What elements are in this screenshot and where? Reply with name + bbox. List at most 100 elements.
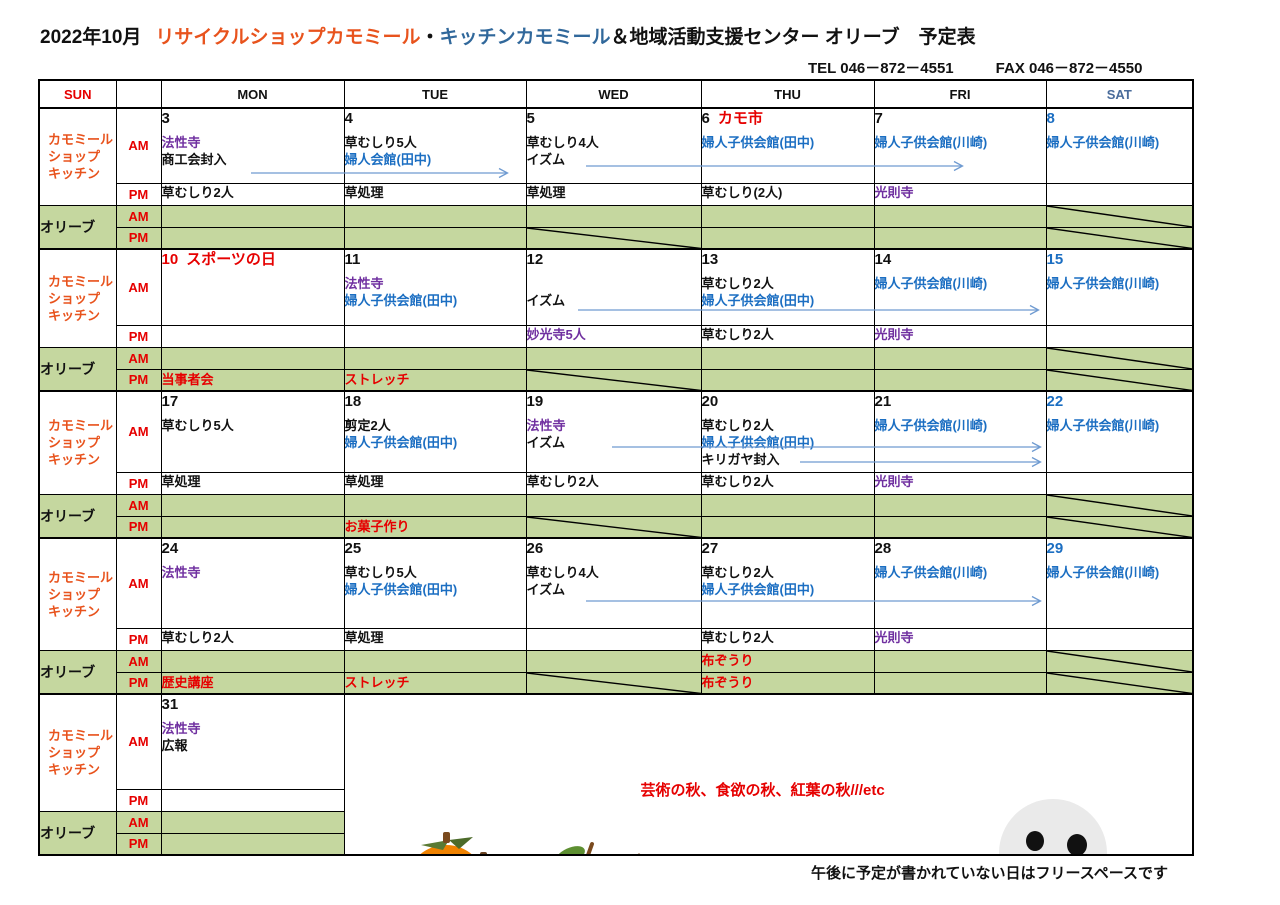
day-number-row: 5 <box>526 110 700 134</box>
day-cell: 27 草むしり2人 婦人子供会館(田中) <box>700 537 875 629</box>
week-pm-row: PM 妙光寺5人 草むしり2人 光則寺 <box>39 324 1194 348</box>
title-kitchen: キッチンカモミール <box>439 27 611 48</box>
day-number: 11 <box>344 251 361 268</box>
pm-label: PM <box>115 182 162 206</box>
event-text: 婦人子供会館(田中) <box>701 582 815 597</box>
day-cell: 21 婦人子供会館(川崎) <box>873 390 1047 473</box>
week-am-row: カモミール ショップ キッチン AM 31 法性寺 広報 芸術の秋、食欲の秋、紅葉の秋///… <box>38 693 1194 856</box>
day-number-row: 4 <box>344 110 525 134</box>
diagonal-strike-line <box>1047 673 1193 694</box>
am-label-text: AM <box>128 208 149 224</box>
decor-area: 芸術の秋、食欲の秋、紅葉の秋///etc <box>343 693 1194 856</box>
olive-row-label-text: オリーブ <box>40 507 96 524</box>
day-cell: 28 婦人子供会館(川崎) <box>873 537 1047 629</box>
day-number-row: 20 <box>702 393 873 417</box>
olive-cell <box>873 671 1047 695</box>
pm-label-text: PM <box>128 675 149 691</box>
footer-note: 午後に予定が書かれていない日はフリースペースです <box>810 865 1168 882</box>
event-text: 草むしり4人 <box>526 565 599 580</box>
autumn-message: 芸術の秋、食欲の秋、紅葉の秋///etc <box>640 781 885 799</box>
diagonal-strike-line <box>1047 370 1193 391</box>
day-number: 29 <box>1046 540 1064 557</box>
kamomile-label-line: カモミール <box>48 728 114 744</box>
olive-cell <box>525 649 702 673</box>
olive-cell <box>873 515 1047 539</box>
event-text: 草処理 <box>344 473 384 489</box>
olive-cell: 歴史講座 <box>160 671 345 695</box>
page-title: 2022年10月 リサイクルショップカモミール・キッチンカモミール＆地域活動支援セ… <box>40 22 976 49</box>
kamomile-row-label-text: カモミール ショップ キッチン <box>40 727 115 778</box>
am-label: AM <box>115 248 162 326</box>
event-text: 当事者会 <box>161 371 214 387</box>
kamomile-label-line: キッチン <box>48 603 101 619</box>
day-cell-pm: 妙光寺5人 <box>525 324 702 348</box>
olive-pm-label: PM <box>115 832 162 856</box>
olive-cell <box>700 368 875 392</box>
day-cell-pm: 草むしり2人 <box>160 182 345 206</box>
event-text: 婦人子供会館(川崎) <box>874 276 988 291</box>
day-number: 3 <box>161 110 170 127</box>
olive-am-row: オリーブ AM <box>38 493 1194 539</box>
olive-row-label-text: オリーブ <box>40 360 96 377</box>
day-number: 5 <box>526 110 535 127</box>
day-header-sun: SUN <box>38 79 117 109</box>
day-number: 14 <box>874 251 892 268</box>
day-number-row: 18 <box>345 393 525 417</box>
day-number: 4 <box>344 110 353 127</box>
kamomile-label-line: ショップ <box>48 149 101 165</box>
kamomile-label-line: キッチン <box>48 166 101 182</box>
event-text: 草処理 <box>161 473 201 489</box>
diagonal-strike-line <box>1047 517 1193 538</box>
title-recycle-shop: リサイクルショップカモミール <box>155 27 421 48</box>
event-text: 草むしり5人 <box>344 135 417 150</box>
pm-label-text: PM <box>128 372 149 388</box>
olive-cell: お菓子作り <box>343 515 527 539</box>
day-cell: 3 法性寺 商工会封入 <box>160 107 345 184</box>
day-number: 22 <box>1046 393 1064 410</box>
olive-cell <box>525 515 702 539</box>
day-header-thu: THU <box>700 79 875 109</box>
event-text: 草むしり5人 <box>344 565 417 580</box>
event-text: 草むしり5人 <box>161 418 234 433</box>
olive-am-label: AM <box>115 649 162 673</box>
pm-label-text: PM <box>128 631 149 647</box>
olive-cell <box>873 368 1047 392</box>
day-holiday-label: カモ市 <box>717 110 763 127</box>
event-text: キリガヤ封入 <box>701 452 780 467</box>
day-cell-pm: 草処理 <box>525 182 702 206</box>
day-cell-pm <box>160 788 345 812</box>
am-label-text: AM <box>128 653 149 669</box>
diagonal-strike-line <box>1047 348 1193 369</box>
week-am-row: カモミール ショップ キッチン AM 10 スポーツの日 11 法性寺 婦人子供会館(田中) 12… <box>38 248 1194 348</box>
day-header-tue: TUE <box>343 79 527 109</box>
olive-cell <box>343 226 527 250</box>
week-pm-row: PM 草むしり2人 草処理 草処理 草むしり(2人) 光則寺 <box>39 182 1194 206</box>
day-number-row: 29 <box>1046 540 1192 564</box>
tel-number: TEL 046－872－4551 <box>808 60 954 77</box>
olive-cell <box>525 493 702 517</box>
olive-cell <box>1045 346 1194 370</box>
olive-cell <box>343 346 527 370</box>
week-pm-row: PM 草処理 草処理 草むしり2人 草むしり2人 光則寺 <box>39 471 1194 495</box>
olive-pm-label: PM <box>115 226 162 250</box>
day-cell-pm: 光則寺 <box>873 182 1047 206</box>
kamomile-row-label-text: カモミール ショップ キッチン <box>40 569 115 620</box>
pm-label-text: PM <box>128 836 149 852</box>
pm-label: PM <box>115 627 162 651</box>
day-number: 28 <box>874 540 892 557</box>
pm-label: PM <box>115 471 162 495</box>
event-text: 草むしり2人 <box>701 326 774 342</box>
olive-cell <box>1045 671 1194 695</box>
olive-cell <box>343 649 527 673</box>
day-cell: 10 スポーツの日 <box>160 248 345 326</box>
week-pm-row: PM 草むしり2人 草処理 草むしり2人 光則寺 <box>39 627 1194 651</box>
event-text: 光則寺 <box>874 629 914 645</box>
schedule-continuation-arrow <box>800 456 1042 468</box>
day-cell-pm: 草処理 <box>343 627 527 651</box>
day-number: 24 <box>161 540 179 557</box>
event-text: 商工会封入 <box>161 152 227 167</box>
event-text: 草むしり2人 <box>701 565 774 580</box>
day-cell-pm <box>1045 324 1194 348</box>
diagonal-strike-line <box>1047 651 1193 672</box>
